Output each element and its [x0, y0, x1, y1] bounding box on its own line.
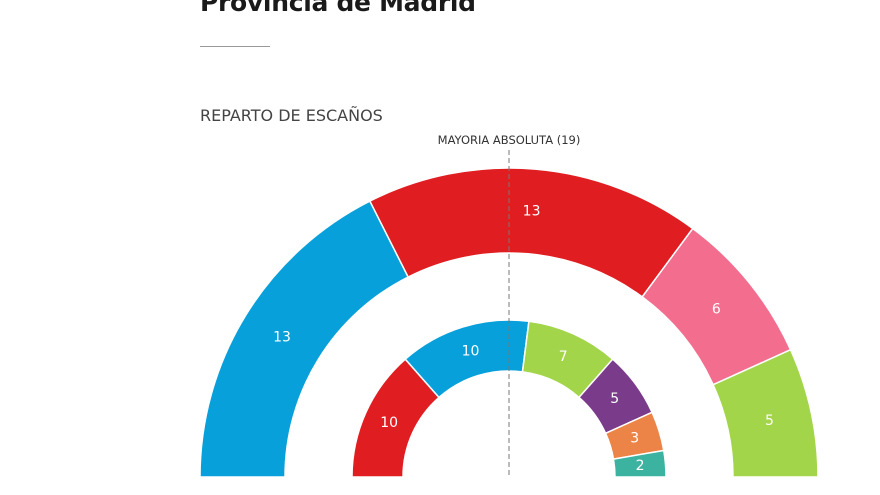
outer-segment-label-3: 5 — [765, 413, 774, 429]
outer-segment-label-0: 13 — [273, 329, 291, 345]
inner-segment-label-1: 10 — [462, 343, 480, 359]
outer-segment-1 — [368, 167, 694, 298]
inner-segment-label-2: 7 — [559, 349, 568, 365]
page-title: Provincia de Madrid — [200, 0, 476, 17]
outer-segment-label-2: 6 — [712, 302, 721, 318]
outer-segment-label-1: 13 — [523, 203, 541, 219]
inner-segment-label-3: 5 — [610, 391, 619, 407]
majority-label: MAYORIA ABSOLUTA (19) — [438, 133, 581, 147]
inner-segment-label-0: 10 — [380, 415, 398, 431]
inner-segment-label-5: 2 — [636, 458, 645, 474]
title-divider — [200, 46, 270, 47]
inner-segment-label-4: 3 — [630, 430, 639, 446]
inner-segment-5 — [612, 449, 667, 478]
chart-title: REPARTO DE ESCAÑOS — [200, 106, 383, 125]
outer-segment-3 — [712, 348, 819, 478]
